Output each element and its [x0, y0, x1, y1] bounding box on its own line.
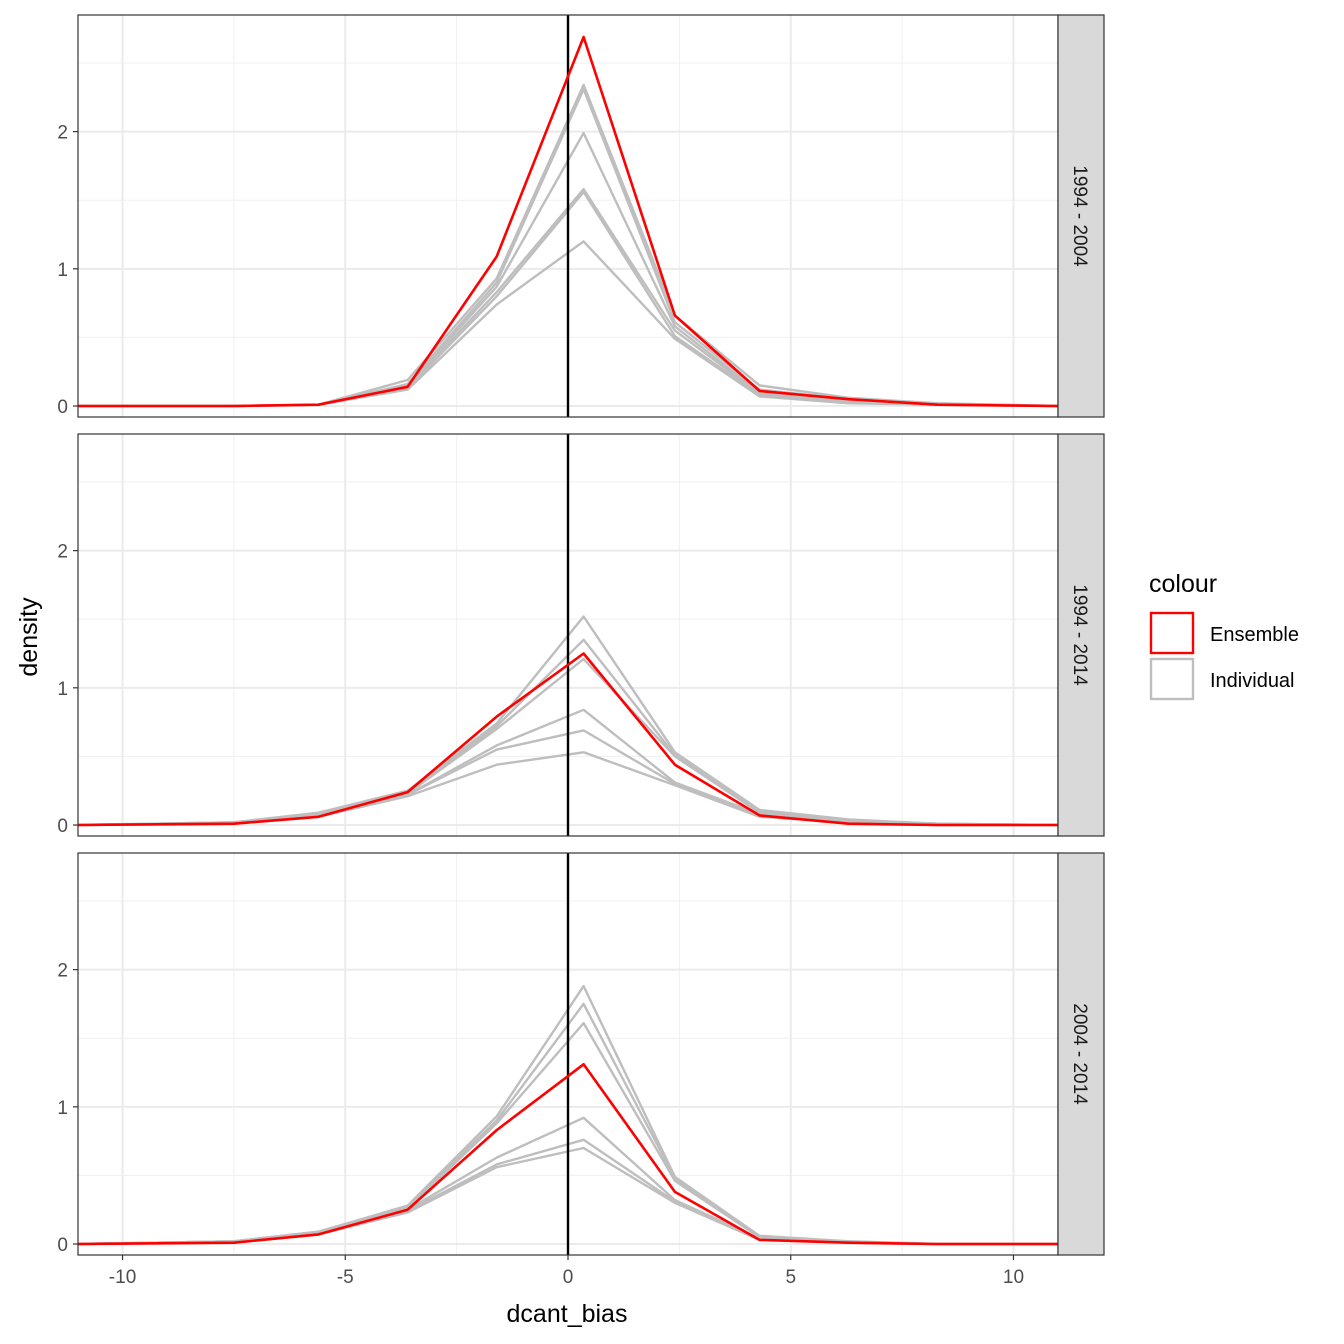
x-tick-label: -5 — [337, 1267, 354, 1288]
panels-layer: 0 1 2 1994 - 2004 0 1 2 1994 - 2014 0 1 2 2004 - 20… — [57, 14, 1105, 1256]
x-axis: -10 -5 0 5 10 — [109, 1255, 1024, 1288]
y-tick-label: 1 — [57, 1098, 68, 1119]
y-tick-label: 2 — [57, 961, 68, 982]
y-tick-label: 1 — [57, 260, 68, 281]
facet-strip — [1057, 14, 1105, 418]
y-tick-label: 0 — [57, 397, 68, 418]
x-tick-label: 5 — [785, 1267, 796, 1288]
legend-label: Ensemble — [1210, 624, 1299, 646]
x-axis-title: dcant_bias — [507, 1300, 628, 1328]
y-tick-label: 0 — [57, 1235, 68, 1256]
legend-key — [1149, 657, 1195, 701]
x-tick-label: -10 — [109, 1267, 136, 1288]
facet-panel: 0 1 2 2004 - 2014 — [57, 852, 1105, 1256]
legend-title: colour — [1149, 570, 1217, 598]
y-tick-label: 0 — [57, 816, 68, 837]
facet-strip-label: 1994 - 2014 — [1069, 584, 1090, 686]
x-tick-label: 10 — [1003, 1267, 1024, 1288]
facet-panel: 0 1 2 1994 - 2004 — [57, 14, 1105, 418]
facet-strip-label: 1994 - 2004 — [1069, 165, 1090, 267]
facet-strip — [1057, 852, 1105, 1256]
y-tick-label: 2 — [57, 123, 68, 144]
legend-label: Individual — [1210, 670, 1295, 692]
facet-panel: 0 1 2 1994 - 2014 — [57, 433, 1105, 837]
individual-density-line — [77, 657, 1059, 827]
x-tick-label: 0 — [563, 1267, 574, 1288]
y-axis-title: density — [15, 597, 43, 677]
facet-strip-label: 2004 - 2014 — [1069, 1003, 1090, 1105]
legend: colour Ensemble Individual — [1149, 570, 1299, 701]
ensemble-density-line — [77, 1063, 1058, 1246]
ensemble-density-line — [78, 35, 1059, 408]
y-tick-label: 2 — [57, 542, 68, 563]
legend-key — [1149, 611, 1195, 655]
facet-strip — [1057, 433, 1105, 837]
y-tick-label: 1 — [57, 679, 68, 700]
ensemble-density-line — [77, 652, 1058, 827]
